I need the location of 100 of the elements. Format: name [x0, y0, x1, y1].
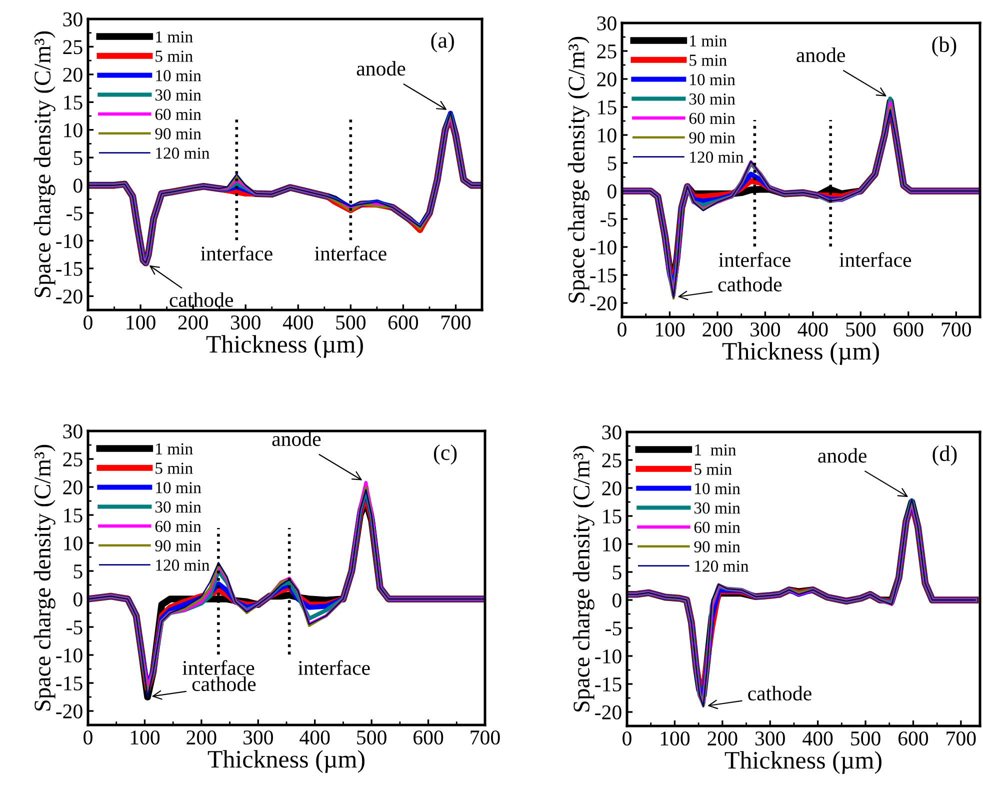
legend-label: 120 min [156, 148, 210, 159]
y-tick-label: 20 [602, 481, 622, 496]
y-tick-label: -5 [66, 206, 82, 220]
y-tick-label: -10 [56, 648, 82, 662]
x-axis-title: Thickness (µm) [722, 342, 879, 365]
x-tick-label: 400 [802, 731, 833, 746]
y-tick-label: -15 [56, 262, 82, 276]
x-tick-label: 0 [84, 730, 92, 745]
x-tick-label: 100 [656, 322, 685, 337]
y-tick-label: 0 [612, 593, 622, 608]
y-tick-label: 15 [64, 508, 82, 522]
annotation: cathode [192, 676, 256, 692]
y-tick-label: 30 [63, 12, 82, 26]
legend-label: 120 min [690, 152, 744, 163]
y-axis-title: Space charge density (C/m³) [34, 31, 56, 298]
annotation: anode [796, 47, 845, 62]
legend-label: 5 min [156, 50, 193, 62]
legend-label: 10 min [156, 482, 202, 494]
y-tick-label: 25 [63, 452, 82, 466]
x-tick-label: 400 [798, 322, 828, 337]
x-tick-label: 200 [708, 731, 738, 746]
legend-label: 60 min [694, 522, 740, 534]
ref-line-label: interface [718, 252, 790, 267]
y-tick-label: 20 [597, 72, 616, 86]
x-tick-label: 600 [414, 730, 444, 745]
legend-label: 30 min [155, 89, 202, 101]
legend-label: 5 min [694, 464, 732, 475]
legend-label: 120 min [695, 560, 749, 572]
y-tick-label: 20 [63, 480, 82, 494]
y-tick-label: 20 [63, 68, 82, 82]
x-tick-label: 700 [441, 315, 471, 330]
x-tick-label: 200 [702, 322, 732, 337]
y-tick-label: -10 [595, 649, 622, 664]
y-tick-label: 10 [603, 537, 622, 552]
legend-label: 90 min [155, 128, 202, 140]
x-tick-label: 700 [470, 730, 500, 745]
annotation: anode [818, 448, 866, 463]
ref-line-label: interface [839, 252, 912, 267]
ref-line-label: interface [200, 246, 272, 261]
x-tick-label: 500 [357, 730, 386, 745]
x-tick-label: 200 [178, 315, 208, 330]
y-axis-title: Space charge density (C/m³) [568, 36, 590, 303]
legend-label: 90 min [694, 541, 740, 552]
x-tick-label: 300 [750, 322, 780, 337]
legend-label: 30 min [155, 501, 202, 513]
legend-label: 1 min [695, 444, 736, 456]
legend-label: 60 min [689, 112, 736, 124]
x-tick-label: 600 [388, 315, 418, 330]
y-tick-label: -5 [66, 620, 82, 634]
annotation: cathode [718, 276, 782, 292]
y-tick-label: 15 [603, 509, 622, 524]
legend-label: 5 min [690, 54, 727, 66]
y-tick-label: -15 [590, 268, 616, 282]
x-tick-label: 600 [894, 322, 924, 337]
y-tick-label: -15 [56, 676, 82, 690]
x-tick-label: 400 [300, 730, 330, 745]
y-tick-label: 5 [612, 566, 622, 580]
x-tick-label: 500 [851, 731, 880, 746]
y-tick-label: -10 [590, 240, 616, 254]
y-tick-label: 25 [63, 40, 82, 54]
y-tick-label: -5 [600, 212, 616, 226]
y-tick-label: 30 [63, 424, 82, 438]
legend-label: 10 min [690, 74, 736, 86]
x-axis-title: Thickness (µm) [208, 750, 364, 773]
y-tick-label: 15 [64, 96, 82, 110]
y-tick-label: 25 [597, 44, 616, 58]
legend-label: 10 min [156, 70, 202, 82]
y-axis-title: Space charge density (C/m³) [34, 444, 56, 711]
x-tick-label: 700 [942, 322, 971, 337]
x-tick-label: 700 [946, 731, 976, 746]
x-tick-label: 400 [282, 315, 313, 330]
x-tick-label: 100 [130, 730, 160, 745]
y-tick-label: 30 [597, 16, 616, 30]
x-tick-label: 100 [126, 315, 156, 330]
x-tick-label: 500 [336, 315, 366, 330]
y-tick-label: 0 [74, 592, 82, 606]
y-tick-label: -5 [606, 622, 622, 636]
legend-label: 120 min [156, 560, 210, 571]
x-tick-label: 200 [186, 730, 216, 745]
y-tick-label: 0 [608, 184, 616, 198]
y-tick-label: 15 [598, 100, 616, 114]
legend-label: 10 min [695, 483, 740, 494]
y-tick-label: 30 [602, 425, 622, 440]
legend-label: 5 min [156, 462, 193, 474]
legend-label: 1 min [156, 31, 193, 42]
y-tick-label: 25 [602, 453, 622, 468]
y-tick-label: 0 [74, 178, 82, 193]
x-axis-title: Thickness (µm) [206, 335, 363, 358]
annotation: (c) [434, 444, 457, 465]
x-tick-label: 0 [622, 731, 632, 746]
y-tick-label: 5 [74, 564, 82, 578]
y-tick-label: 5 [74, 151, 82, 166]
legend-label: 60 min [155, 520, 202, 532]
annotation: cathode [170, 292, 234, 307]
x-tick-label: 300 [244, 730, 273, 745]
y-tick-label: -20 [56, 704, 82, 718]
legend-label: 1 min [156, 443, 193, 454]
y-axis-title: Space charge density (C/m³) [572, 446, 594, 712]
legend-label: 30 min [689, 93, 736, 105]
x-tick-label: 300 [230, 315, 260, 330]
